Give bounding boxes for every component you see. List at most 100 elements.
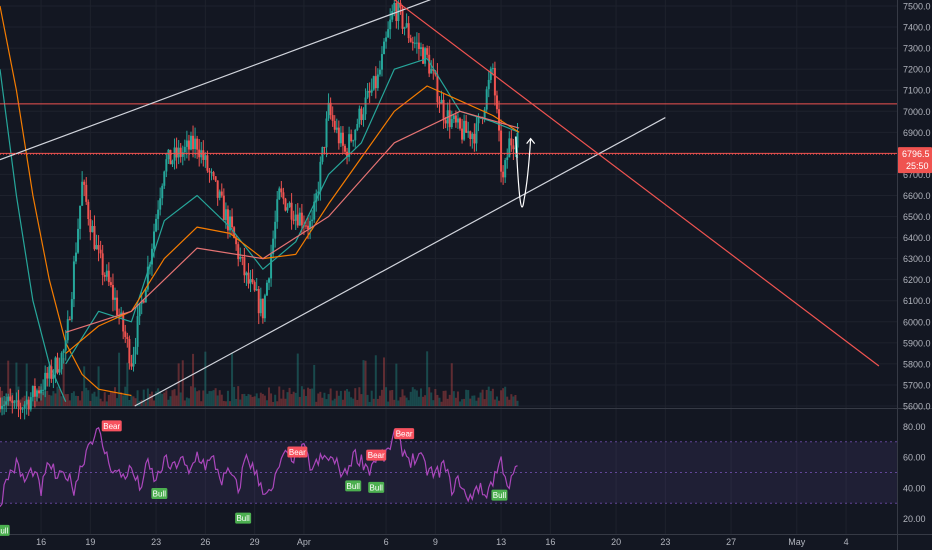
volume-bar: [438, 397, 441, 406]
candlesticks[interactable]: [0, 0, 519, 420]
time-tick-label: 16: [36, 537, 46, 547]
volume-bar: [116, 398, 119, 406]
bull-label-box: [0, 524, 10, 536]
candle-body: [222, 195, 225, 221]
volume-bar: [300, 386, 303, 406]
candle-body: [140, 300, 143, 304]
candle-body: [346, 151, 349, 157]
candle-body: [42, 389, 45, 391]
volume-bar: [317, 393, 320, 406]
trendlines[interactable]: [0, 0, 880, 407]
volume-bar: [481, 389, 484, 406]
time-tick-label: 6: [384, 537, 389, 547]
candle-body: [13, 401, 16, 403]
candle-body: [459, 118, 461, 129]
volume-bar: [241, 394, 244, 406]
candle-body: [315, 193, 318, 202]
volume-bar: [319, 391, 322, 406]
candle-body: [132, 354, 135, 367]
volume-bar: [261, 393, 264, 406]
candle-body: [27, 399, 30, 410]
candle-body: [463, 120, 466, 140]
volume-bar: [389, 390, 392, 406]
bear-label-box: [394, 428, 415, 440]
current-price-label: 6796.5: [902, 149, 930, 159]
candle-body: [155, 218, 158, 232]
volume-bar: [477, 397, 480, 406]
candle-body: [257, 289, 260, 314]
candle-body: [40, 389, 43, 394]
volume-bar: [452, 391, 455, 406]
candle-body: [284, 198, 287, 211]
trendline: [393, 0, 880, 367]
price-tick-label: 6400.0: [903, 233, 931, 243]
time-tick-label: 20: [611, 537, 621, 547]
price-tick-label: 6700.0: [903, 170, 931, 180]
volume-bar: [175, 395, 178, 406]
candle-body: [85, 184, 88, 202]
volume-bar: [62, 358, 65, 406]
candle-body: [448, 110, 451, 128]
candle-body: [229, 216, 231, 231]
volume-bar: [23, 395, 26, 406]
rsi-tick-label: 20.00: [903, 514, 926, 524]
candle-body: [192, 135, 195, 150]
candle-body: [150, 248, 153, 265]
volume-bar: [126, 362, 129, 406]
candle-body: [506, 157, 509, 161]
candle-body: [500, 130, 503, 172]
volume-bar: [255, 393, 258, 406]
candle-body: [247, 272, 250, 284]
volume-bar: [508, 399, 511, 406]
volume-bar: [276, 401, 279, 406]
candle-body: [440, 99, 443, 104]
volume-bar: [393, 399, 396, 406]
candle-body: [44, 372, 47, 390]
volume-bar: [187, 398, 190, 406]
volume-bar: [461, 399, 464, 406]
volume-bar: [224, 401, 227, 406]
current-price-box: [898, 147, 932, 174]
candle-body: [430, 68, 433, 74]
candle-body: [109, 282, 112, 285]
candle-body: [83, 181, 86, 185]
candle-body: [313, 201, 316, 220]
time-axis[interactable]: 16 19 23 26 29 Apr 6 9 13 16 20 23 27 May 4: [36, 537, 849, 547]
candle-body: [128, 338, 131, 364]
volume-bar: [428, 387, 431, 406]
candle-body: [341, 132, 344, 146]
candle-body: [290, 202, 293, 220]
volume-bar: [192, 353, 195, 406]
bull-label-box: [151, 488, 168, 500]
volume-bar: [122, 395, 125, 406]
volume-bar: [83, 366, 86, 406]
volume-bar: [169, 396, 172, 406]
volume-bar: [124, 386, 127, 406]
volume-bar: [348, 391, 351, 406]
volume-bar: [372, 398, 375, 406]
volume-bar: [7, 360, 10, 406]
volume-bar: [210, 391, 213, 406]
candle-body: [202, 150, 205, 160]
rsi-panel[interactable]: [0, 426, 897, 507]
volume-bar: [307, 387, 310, 406]
volume-bar: [103, 392, 106, 406]
projection-arrow[interactable]: [515, 136, 536, 208]
volume-bar: [475, 400, 478, 406]
candle-body: [278, 188, 281, 200]
volume-bar: [282, 389, 285, 406]
candle-body: [226, 209, 229, 231]
candle-body: [493, 68, 496, 96]
candle-body: [11, 400, 14, 403]
volume-bar: [107, 394, 110, 406]
candle-body: [263, 295, 266, 319]
time-tick-label: 4: [844, 537, 849, 547]
candle-body: [114, 297, 116, 300]
bear-label-text: Bear: [103, 422, 120, 431]
candle-body: [304, 225, 307, 227]
candle-body: [374, 76, 377, 89]
candle-body: [292, 219, 295, 221]
candle-body: [253, 282, 256, 291]
